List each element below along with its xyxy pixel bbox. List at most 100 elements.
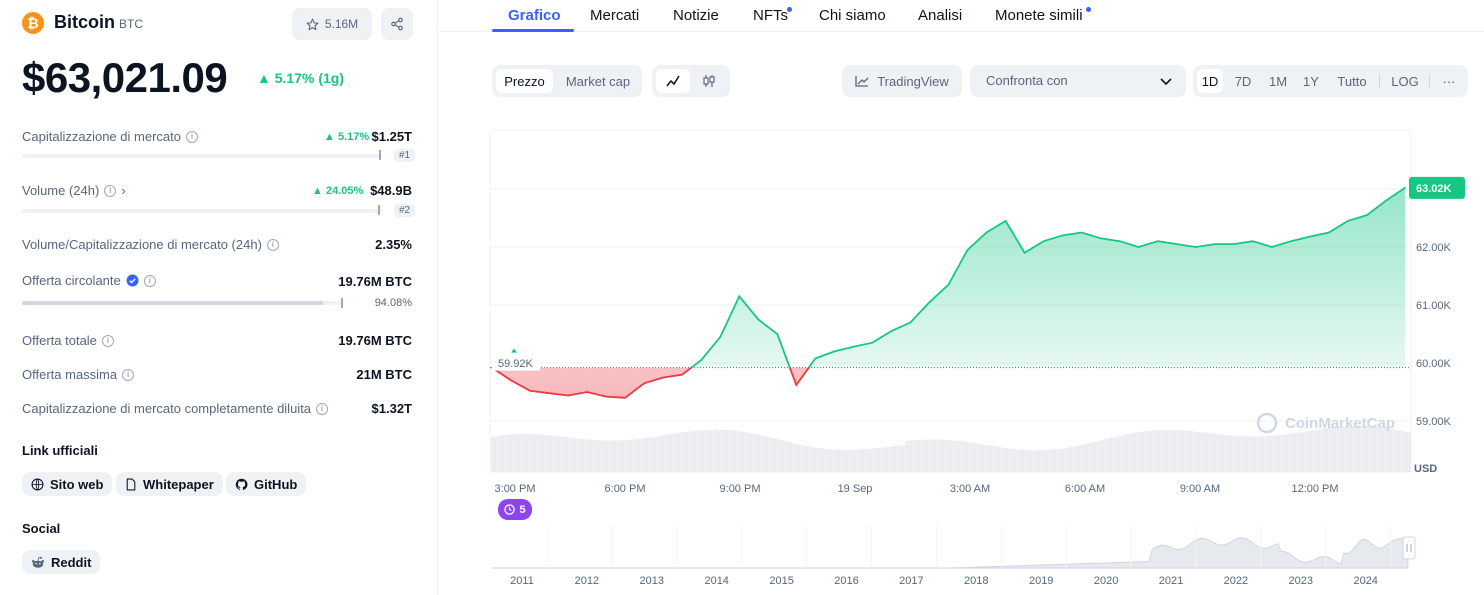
volume-bar: [567, 437, 569, 472]
tab-chi-siamo[interactable]: Chi siamo: [819, 7, 886, 24]
reddit-link[interactable]: Reddit: [22, 550, 101, 574]
tradingview-button[interactable]: TradingView: [842, 65, 962, 97]
price-point: [814, 357, 817, 360]
tab-monete-simili[interactable]: Monete simili: [995, 7, 1083, 24]
volume-bar: [1189, 430, 1191, 472]
info-icon[interactable]: i: [101, 334, 114, 347]
volume-bar: [609, 440, 611, 472]
volume-bar: [1063, 448, 1065, 472]
volume-bar: [1101, 440, 1103, 472]
volume-bar: [853, 449, 855, 472]
range-1d[interactable]: 1D: [1197, 69, 1223, 93]
volume-bar: [727, 430, 729, 472]
price-point: [510, 379, 512, 382]
volume-bar: [1373, 426, 1375, 472]
github-link[interactable]: GitHub: [226, 472, 307, 496]
watchlist-button[interactable]: 5.16M: [292, 8, 372, 40]
volume-bar: [1199, 431, 1201, 472]
price-chart[interactable]: CoinMarketCap 62.00K 61.00K 60.00K 59.00K U…: [440, 115, 1484, 515]
volume-label: Volume (24h) i ›: [22, 183, 126, 198]
more-options-button[interactable]: ···: [1442, 73, 1456, 89]
volume-bar: [729, 430, 731, 472]
tab-mercati[interactable]: Mercati: [590, 7, 640, 24]
price-point: [757, 318, 760, 321]
info-icon[interactable]: i: [316, 402, 329, 415]
volume-bar: [627, 439, 629, 472]
range-1y[interactable]: 1Y: [1303, 73, 1319, 89]
chevron-right-icon[interactable]: ›: [121, 183, 126, 198]
volume-bar: [1097, 441, 1099, 472]
watchlist-count: 5.16M: [324, 17, 359, 31]
volume-bar: [1035, 450, 1037, 472]
candlestick-toggle[interactable]: [692, 69, 726, 93]
volume-bar: [643, 438, 645, 472]
volume-bar: [749, 432, 751, 472]
tab-grafico[interactable]: Grafico: [508, 7, 561, 24]
range-all[interactable]: Tutto: [1337, 73, 1367, 89]
price-point: [1099, 237, 1102, 240]
events-badge[interactable]: 5: [498, 499, 532, 520]
tab-notizie[interactable]: Notizie: [673, 7, 719, 24]
range-7d[interactable]: 7D: [1234, 73, 1252, 89]
volume-bar: [1349, 425, 1351, 472]
year-tick-label: 2019: [1029, 575, 1053, 587]
market-cap-toggle[interactable]: Market cap: [565, 73, 631, 89]
volume-rank: #2: [394, 204, 416, 217]
volume-bar: [1329, 427, 1331, 472]
range-1m[interactable]: 1M: [1268, 73, 1288, 89]
volume-bar: [1103, 439, 1105, 472]
volume-bar: [1149, 430, 1151, 472]
year-tick-label: 2020: [1094, 575, 1118, 587]
volume-bar: [1099, 440, 1101, 472]
volume-bar: [871, 448, 873, 472]
info-icon[interactable]: i: [104, 184, 117, 197]
volume-bar: [1029, 450, 1031, 472]
volume-bar: [1113, 437, 1115, 472]
volume-bar: [1237, 435, 1239, 472]
volume-bar: [747, 432, 749, 472]
volume-bar: [993, 446, 995, 472]
volume-bar: [1085, 443, 1087, 472]
log-scale-toggle[interactable]: LOG: [1391, 73, 1419, 89]
info-icon[interactable]: i: [143, 274, 156, 287]
navigator-handle[interactable]: [1402, 536, 1416, 560]
tab-nfts[interactable]: NFTs: [753, 7, 788, 24]
tab-analisi[interactable]: Analisi: [918, 7, 963, 24]
volume-bar: [1267, 436, 1269, 472]
volume-bar: [591, 439, 593, 472]
volume-bar: [739, 431, 741, 472]
volume-bar: [1241, 436, 1243, 472]
website-link[interactable]: Sito web: [22, 472, 113, 496]
volume-bar: [807, 446, 809, 472]
whitepaper-link[interactable]: Whitepaper: [116, 472, 223, 496]
volume-bar: [607, 440, 609, 472]
market-cap-change-value: 5.17%: [337, 131, 370, 143]
price-point: [1385, 199, 1387, 202]
volume-bar: [629, 439, 631, 472]
line-chart-toggle[interactable]: [656, 69, 690, 93]
tradingview-label: TradingView: [877, 73, 949, 89]
volume-bar: [663, 435, 665, 472]
current-price-label-text: 63.02K: [1416, 183, 1452, 195]
volume-bar: [1179, 430, 1181, 472]
price-point: [1252, 240, 1254, 242]
volume-bar: [713, 429, 715, 472]
volume-bar: [677, 433, 679, 472]
info-icon[interactable]: i: [185, 130, 198, 143]
volume-bar: [639, 438, 641, 472]
price-toggle[interactable]: Prezzo: [496, 69, 553, 93]
info-icon[interactable]: i: [122, 368, 135, 381]
volume-value: $48.9B: [370, 183, 412, 198]
volume-bar: [901, 445, 903, 472]
history-navigator[interactable]: 2011 2012 2013 2014 2015 2016 2017 2018 2019 2020…: [440, 520, 1484, 595]
info-icon[interactable]: i: [266, 238, 279, 251]
volume-bar: [721, 429, 723, 472]
star-icon: [306, 18, 319, 30]
volume-bar: [755, 434, 757, 472]
candlestick-icon: [703, 75, 715, 87]
volume-bar: [1191, 431, 1193, 472]
volume-bar: [525, 433, 527, 472]
volume-bar: [893, 446, 895, 472]
compare-select[interactable]: Confronta con: [970, 65, 1186, 97]
share-button[interactable]: [381, 8, 413, 40]
